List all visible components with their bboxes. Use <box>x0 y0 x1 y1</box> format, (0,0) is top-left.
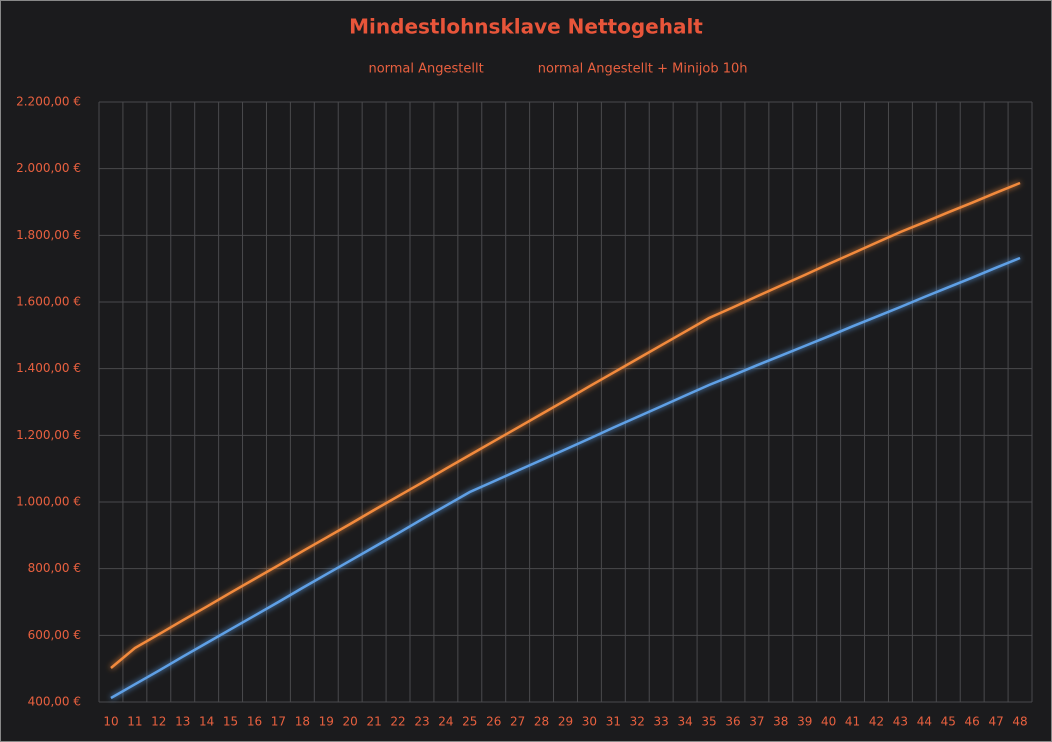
x-tick-label: 27 <box>510 715 525 729</box>
x-tick-label: 22 <box>390 715 405 729</box>
x-tick-label: 10 <box>103 715 118 729</box>
x-tick-label: 20 <box>343 715 358 729</box>
y-tick-label: 1.000,00 € <box>16 495 81 509</box>
x-tick-label: 45 <box>941 715 956 729</box>
x-tick-label: 12 <box>151 715 166 729</box>
x-tick-label: 38 <box>773 715 788 729</box>
line-series <box>110 181 1021 669</box>
y-tick-label: 1.600,00 € <box>16 295 81 309</box>
x-tick-label: 26 <box>486 715 501 729</box>
x-tick-label: 47 <box>988 715 1003 729</box>
x-tick-label: 15 <box>223 715 238 729</box>
x-tick-label: 23 <box>414 715 429 729</box>
x-tick-label: 18 <box>295 715 310 729</box>
x-tick-label: 34 <box>677 715 692 729</box>
x-tick-label: 33 <box>654 715 669 729</box>
x-tick-label: 24 <box>438 715 453 729</box>
legend-label: normal Angestellt + Minijob 10h <box>538 62 748 77</box>
x-tick-label: 42 <box>869 715 884 729</box>
y-tick-label: 600,00 € <box>28 628 81 642</box>
y-tick-label: 2.200,00 € <box>16 95 81 109</box>
x-tick-label: 11 <box>127 715 142 729</box>
x-tick-label: 37 <box>749 715 764 729</box>
x-tick-label: 31 <box>606 715 621 729</box>
y-tick-label: 1.800,00 € <box>16 228 81 242</box>
x-tick-label: 44 <box>917 715 932 729</box>
legend: normal Angestellt normal Angestellt + Min… <box>330 62 748 77</box>
x-tick-label: 16 <box>247 715 262 729</box>
y-tick-label: 2.000,00 € <box>16 161 81 175</box>
x-tick-label: 43 <box>893 715 908 729</box>
x-tick-label: 29 <box>558 715 573 729</box>
line-series <box>110 256 1021 700</box>
x-tick-label: 30 <box>582 715 597 729</box>
x-tick-label: 48 <box>1012 715 1027 729</box>
x-tick-label: 21 <box>366 715 381 729</box>
x-tick-label: 39 <box>797 715 812 729</box>
y-tick-label: 1.200,00 € <box>16 428 81 442</box>
x-tick-label: 41 <box>845 715 860 729</box>
x-tick-label: 36 <box>725 715 740 729</box>
x-tick-label: 35 <box>701 715 716 729</box>
x-tick-label: 25 <box>462 715 477 729</box>
y-tick-label: 1.400,00 € <box>16 361 81 375</box>
x-tick-label: 19 <box>319 715 334 729</box>
chart-title: Mindestlohnsklave Nettogehalt <box>349 15 703 39</box>
y-tick-label: 400,00 € <box>28 695 81 709</box>
x-tick-label: 46 <box>965 715 980 729</box>
legend-label: normal Angestellt <box>368 62 483 77</box>
x-tick-label: 17 <box>271 715 286 729</box>
y-tick-label: 800,00 € <box>28 561 81 575</box>
x-tick-label: 13 <box>175 715 190 729</box>
x-tick-label: 32 <box>630 715 645 729</box>
x-tick-label: 14 <box>199 715 214 729</box>
x-tick-label: 28 <box>534 715 549 729</box>
x-tick-label: 40 <box>821 715 836 729</box>
